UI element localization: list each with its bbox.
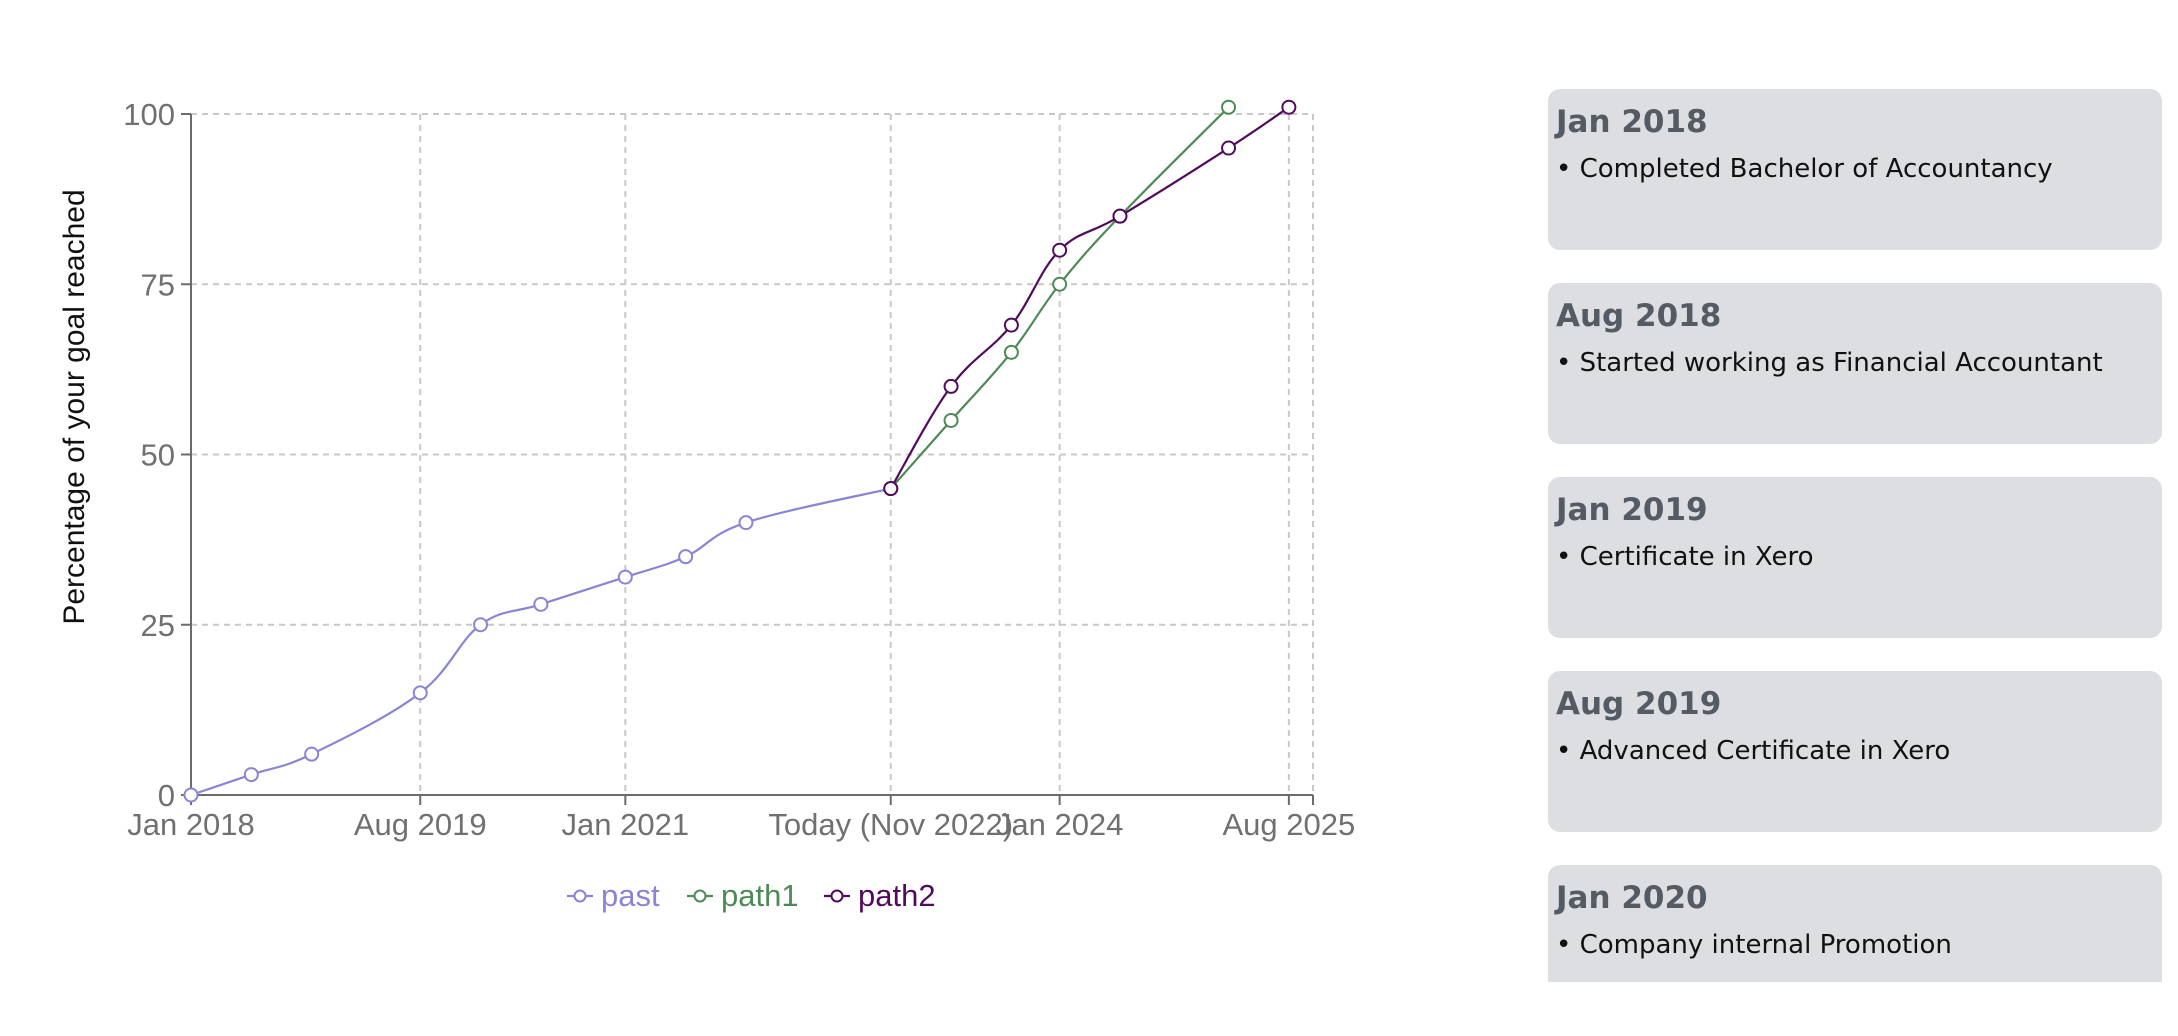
chart-grid — [190, 113, 1314, 796]
data-point-path1 — [1052, 276, 1068, 292]
timeline-card-item: • Started working as Financial Accountan… — [1556, 348, 2103, 378]
timeline-card[interactable]: Aug 2018 • Started working as Financial … — [1548, 283, 2162, 444]
x-tick-label: Jan 2021 — [562, 807, 690, 842]
timeline-card-item: • Completed Bachelor of Accountancy — [1556, 154, 2053, 184]
series-line-path2 — [889, 106, 1290, 490]
data-point-path2 — [943, 378, 959, 394]
data-point-past — [183, 787, 199, 803]
chart-series — [183, 99, 1297, 803]
career-timeline[interactable]: Jan 2018 • Completed Bachelor of Account… — [1548, 0, 2178, 982]
series-line-path1 — [889, 106, 1230, 490]
data-point-path2 — [1003, 317, 1019, 333]
data-point-path1 — [943, 412, 959, 428]
y-tick-label: 50 — [141, 438, 175, 473]
data-point-path1 — [1221, 99, 1237, 115]
chart-axes: 0 25 50 75 100 Jan 2018 Aug 2019 Jan 2021 Today … — [123, 97, 1355, 842]
y-tick-label: 75 — [141, 267, 175, 302]
timeline-card-date: Jan 2018 — [1556, 104, 1708, 140]
timeline-card-date: Aug 2018 — [1556, 298, 1722, 334]
data-point-path2 — [1221, 140, 1237, 156]
legend-item-past[interactable]: past — [567, 878, 660, 913]
timeline-card-date: Aug 2019 — [1556, 686, 1722, 722]
y-tick-label: 25 — [141, 608, 175, 643]
timeline-card[interactable]: Jan 2019 • Certificate in Xero — [1548, 477, 2162, 638]
legend-swatch-marker — [573, 889, 587, 903]
timeline-card[interactable]: Jan 2020 • Company internal Promotion — [1548, 865, 2162, 982]
data-point-past — [304, 746, 320, 762]
x-tick-label: Jan 2018 — [127, 807, 255, 842]
data-point-past — [678, 549, 694, 565]
data-point-past — [533, 596, 549, 612]
legend-swatch-marker — [830, 889, 844, 903]
data-point-past — [617, 569, 633, 585]
timeline-card-date: Jan 2019 — [1556, 492, 1708, 528]
y-tick-label: 0 — [158, 778, 175, 813]
series-path2 — [883, 99, 1297, 497]
x-tick-label: Today (Nov 2022) — [768, 807, 1013, 842]
legend-label: path2 — [858, 878, 936, 913]
series-line-past — [190, 487, 891, 797]
timeline-card-item: • Company internal Promotion — [1556, 930, 1952, 960]
data-point-past — [412, 685, 428, 701]
data-point-past — [473, 617, 489, 633]
legend-item-path1[interactable]: path1 — [687, 878, 799, 913]
y-tick-label: 100 — [123, 97, 175, 132]
data-point-path2 — [1112, 208, 1128, 224]
timeline-card-item: • Advanced Certificate in Xero — [1556, 736, 1951, 766]
data-point-path1 — [1003, 344, 1019, 360]
timeline-card-date: Jan 2020 — [1556, 880, 1708, 916]
progress-chart: 0 25 50 75 100 Jan 2018 Aug 2019 Jan 2021 Today … — [58, 97, 1355, 913]
timeline-card-item: • Certificate in Xero — [1556, 542, 1814, 572]
data-point-past — [243, 767, 259, 783]
legend-item-path2[interactable]: path2 — [824, 878, 936, 913]
data-point-past — [738, 515, 754, 531]
x-tick-label: Aug 2025 — [1223, 807, 1356, 842]
data-point-path2 — [883, 481, 899, 497]
timeline-card[interactable]: Aug 2019 • Advanced Certificate in Xero — [1548, 671, 2162, 832]
data-point-path2 — [1281, 99, 1297, 115]
timeline-card[interactable]: Jan 2018 • Completed Bachelor of Account… — [1548, 89, 2162, 250]
x-tick-label: Jan 2024 — [996, 807, 1124, 842]
legend-label: past — [601, 878, 660, 913]
chart-legend[interactable]: past path1 path2 — [567, 878, 936, 913]
legend-swatch-marker — [693, 889, 707, 903]
series-past — [183, 481, 899, 803]
legend-label: path1 — [721, 878, 799, 913]
data-point-path2 — [1052, 242, 1068, 258]
y-axis-label: Percentage of your goal reached — [58, 189, 91, 624]
x-tick-label: Aug 2019 — [354, 807, 487, 842]
